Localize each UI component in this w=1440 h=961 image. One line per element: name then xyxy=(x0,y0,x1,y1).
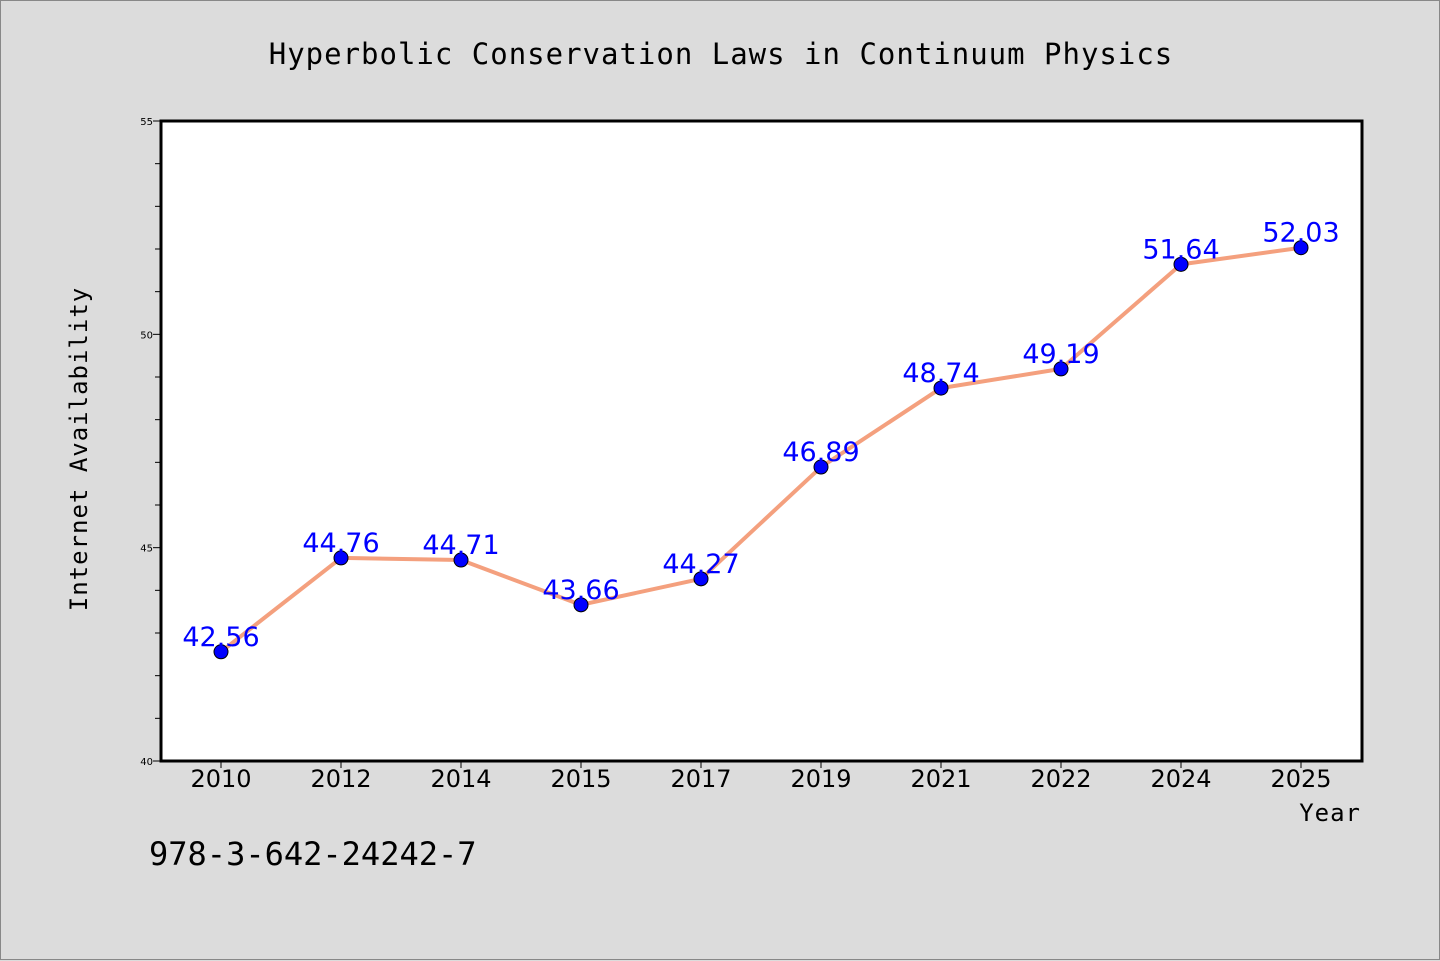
data-point-marker xyxy=(1293,240,1309,256)
data-label: 44.76 xyxy=(302,528,379,559)
data-point-marker xyxy=(1173,256,1189,272)
data-label: 51.64 xyxy=(1142,234,1219,265)
y-tick-label: 50 xyxy=(140,330,153,341)
x-tick-label: 2022 xyxy=(1030,765,1091,793)
data-point-marker xyxy=(813,459,829,475)
x-tick-label: 2017 xyxy=(670,765,731,793)
data-label: 43.66 xyxy=(542,575,619,606)
data-labels-group: 42.56 44.76 44.71 43.66 44.27 46.89 48.74 49.19… xyxy=(182,218,1339,653)
data-point-marker xyxy=(573,597,589,613)
data-point-marker xyxy=(933,380,949,396)
y-tick-label: 40 xyxy=(140,757,153,768)
x-tick-label: 2021 xyxy=(910,765,971,793)
markers-group xyxy=(213,240,1309,660)
data-label: 52.03 xyxy=(1262,218,1339,249)
x-axis: 2010 2012 2014 2015 2017 2019 2021 2022 2024 2025 xyxy=(190,761,1332,793)
data-label: 42.56 xyxy=(182,622,259,653)
chart-title: Hyperbolic Conservation Laws in Continuu… xyxy=(269,37,1174,71)
x-tick-label: 2019 xyxy=(790,765,851,793)
x-tick-label: 2014 xyxy=(430,765,491,793)
series-line-group xyxy=(219,245,1303,654)
data-label: 44.27 xyxy=(662,549,739,580)
x-tick-label: 2025 xyxy=(1270,765,1331,793)
y-tick-label: 55 xyxy=(140,117,153,128)
x-tick-label: 2010 xyxy=(190,765,251,793)
data-label: 48.74 xyxy=(902,358,979,389)
y-axis: 40 45 50 55 xyxy=(140,117,161,768)
series-line xyxy=(219,245,1303,654)
y-tick-label: 45 xyxy=(140,544,153,555)
data-point-marker xyxy=(693,571,709,587)
isbn-text: 978-3-642-24242-7 xyxy=(149,835,477,873)
plot-area xyxy=(159,119,1364,763)
x-axis-label: Year xyxy=(1299,799,1361,827)
data-label: 44.71 xyxy=(422,530,499,561)
data-label: 46.89 xyxy=(782,437,859,468)
x-tick-label: 2015 xyxy=(550,765,611,793)
data-point-marker xyxy=(1053,361,1069,377)
data-point-marker xyxy=(453,552,469,568)
x-tick-label: 2012 xyxy=(310,765,371,793)
data-label: 49.19 xyxy=(1022,339,1099,370)
x-tick-label: 2024 xyxy=(1150,765,1211,793)
y-axis-label: Internet Availability xyxy=(65,287,93,611)
data-point-marker xyxy=(213,644,229,660)
data-point-marker xyxy=(333,550,349,566)
